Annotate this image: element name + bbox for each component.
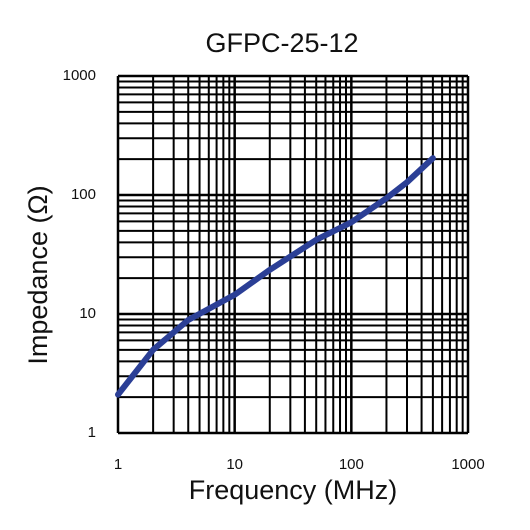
y-tick-label: 1: [88, 424, 96, 441]
x-tick-label: 10: [226, 456, 243, 473]
x-tick-label: 1000: [451, 456, 484, 473]
y-axis-label: Impedance (Ω): [23, 185, 53, 364]
chart-title: GFPC-25-12: [205, 28, 358, 58]
y-tick-label: 10: [79, 305, 96, 322]
data-line: [115, 155, 436, 398]
x-tick-label: 1: [114, 456, 122, 473]
x-axis-label: Frequency (MHz): [189, 475, 398, 505]
x-tick-label: 100: [339, 456, 364, 473]
y-tick-label: 100: [71, 186, 96, 203]
y-tick-label: 1000: [63, 67, 96, 84]
